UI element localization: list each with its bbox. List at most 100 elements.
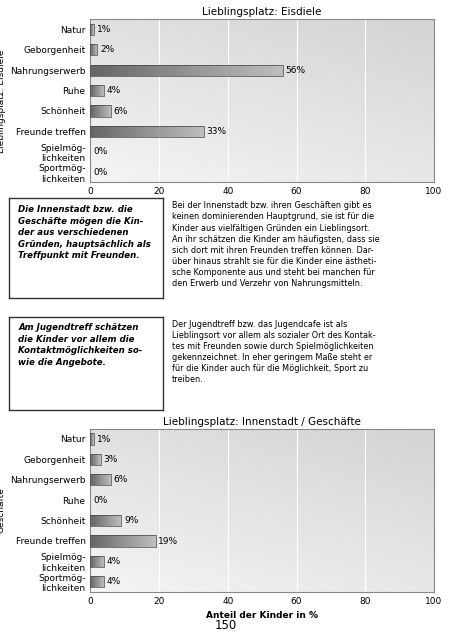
Bar — [101, 85, 102, 96]
Text: 6%: 6% — [114, 106, 128, 115]
Bar — [122, 65, 129, 76]
Bar — [107, 106, 108, 116]
Text: 0%: 0% — [93, 168, 107, 177]
Bar — [110, 106, 111, 116]
Bar — [91, 556, 92, 567]
Bar — [108, 515, 109, 526]
Bar — [147, 536, 149, 547]
Bar — [102, 474, 103, 485]
Bar — [154, 126, 158, 137]
Text: 2%: 2% — [100, 45, 114, 54]
Bar — [92, 106, 93, 116]
Bar — [105, 106, 106, 116]
Bar — [98, 126, 101, 137]
Bar — [100, 474, 101, 485]
Bar — [98, 85, 99, 96]
Bar — [93, 474, 94, 485]
Bar — [196, 126, 199, 137]
Bar — [115, 515, 116, 526]
Bar — [263, 65, 269, 76]
Bar — [237, 65, 244, 76]
Bar — [110, 474, 111, 485]
Bar — [107, 474, 108, 485]
Bar — [92, 515, 93, 526]
Text: 33%: 33% — [206, 127, 226, 136]
Bar — [116, 536, 119, 547]
Bar — [101, 474, 102, 485]
Bar — [90, 474, 91, 485]
Text: 6%: 6% — [114, 476, 128, 484]
Bar — [105, 126, 109, 137]
Bar — [104, 515, 105, 526]
Text: Die Innenstadt bzw. die
Geschäfte mögen die Kin-
der aus verschiedenen
Gründen, : Die Innenstadt bzw. die Geschäfte mögen … — [18, 205, 151, 260]
Bar — [90, 556, 104, 567]
Bar — [180, 65, 186, 76]
Bar — [149, 536, 151, 547]
Bar — [128, 126, 132, 137]
Bar — [99, 576, 100, 588]
Bar — [90, 536, 92, 547]
Bar — [111, 515, 112, 526]
Bar — [96, 556, 97, 567]
Bar — [147, 126, 151, 137]
Bar — [109, 515, 110, 526]
Bar — [133, 536, 136, 547]
Bar — [193, 65, 199, 76]
Text: 150: 150 — [214, 620, 237, 632]
Bar — [125, 536, 127, 547]
Bar — [90, 106, 91, 116]
Bar — [91, 515, 92, 526]
Bar — [110, 515, 111, 526]
Bar — [98, 474, 99, 485]
Bar — [95, 85, 96, 96]
Bar — [96, 474, 97, 485]
Bar — [106, 474, 107, 485]
Bar — [116, 515, 117, 526]
Bar — [103, 556, 104, 567]
Bar — [143, 536, 144, 547]
X-axis label: Anteil der Kinder in %: Anteil der Kinder in % — [206, 202, 318, 211]
Bar — [90, 515, 121, 526]
Bar — [199, 65, 205, 76]
Bar — [110, 536, 112, 547]
Bar — [138, 536, 140, 547]
Bar — [136, 536, 138, 547]
Bar — [92, 556, 93, 567]
Bar — [91, 85, 92, 96]
Bar — [101, 576, 102, 588]
Bar — [99, 536, 101, 547]
Bar — [106, 515, 108, 526]
Bar — [91, 106, 92, 116]
Bar — [95, 106, 96, 116]
Bar — [103, 576, 104, 588]
Bar — [112, 536, 114, 547]
Bar — [184, 126, 188, 137]
Bar — [144, 536, 147, 547]
Bar — [120, 536, 123, 547]
Bar — [92, 474, 93, 485]
Bar — [100, 576, 101, 588]
Bar — [98, 515, 100, 526]
Y-axis label: Lieblingsplatz: Eisdiele: Lieblingsplatz: Eisdiele — [0, 49, 6, 152]
Y-axis label: Lieblingsplatz: Innenstadt /
Geschäfte: Lieblingsplatz: Innenstadt / Geschäfte — [0, 449, 6, 572]
Bar — [116, 65, 122, 76]
Bar — [101, 536, 103, 547]
Bar — [109, 474, 110, 485]
Bar — [94, 576, 95, 588]
Bar — [108, 106, 109, 116]
Bar — [100, 515, 101, 526]
Bar — [93, 515, 94, 526]
Bar — [95, 536, 97, 547]
Bar — [135, 126, 139, 137]
Text: 0%: 0% — [93, 147, 107, 156]
Bar — [119, 536, 120, 547]
Bar — [120, 515, 121, 526]
Bar — [93, 85, 94, 96]
Bar — [99, 85, 100, 96]
Bar — [129, 536, 131, 547]
Bar — [94, 515, 95, 526]
Bar — [135, 65, 141, 76]
Bar — [98, 576, 99, 588]
Bar — [90, 576, 91, 588]
Bar — [91, 576, 92, 588]
